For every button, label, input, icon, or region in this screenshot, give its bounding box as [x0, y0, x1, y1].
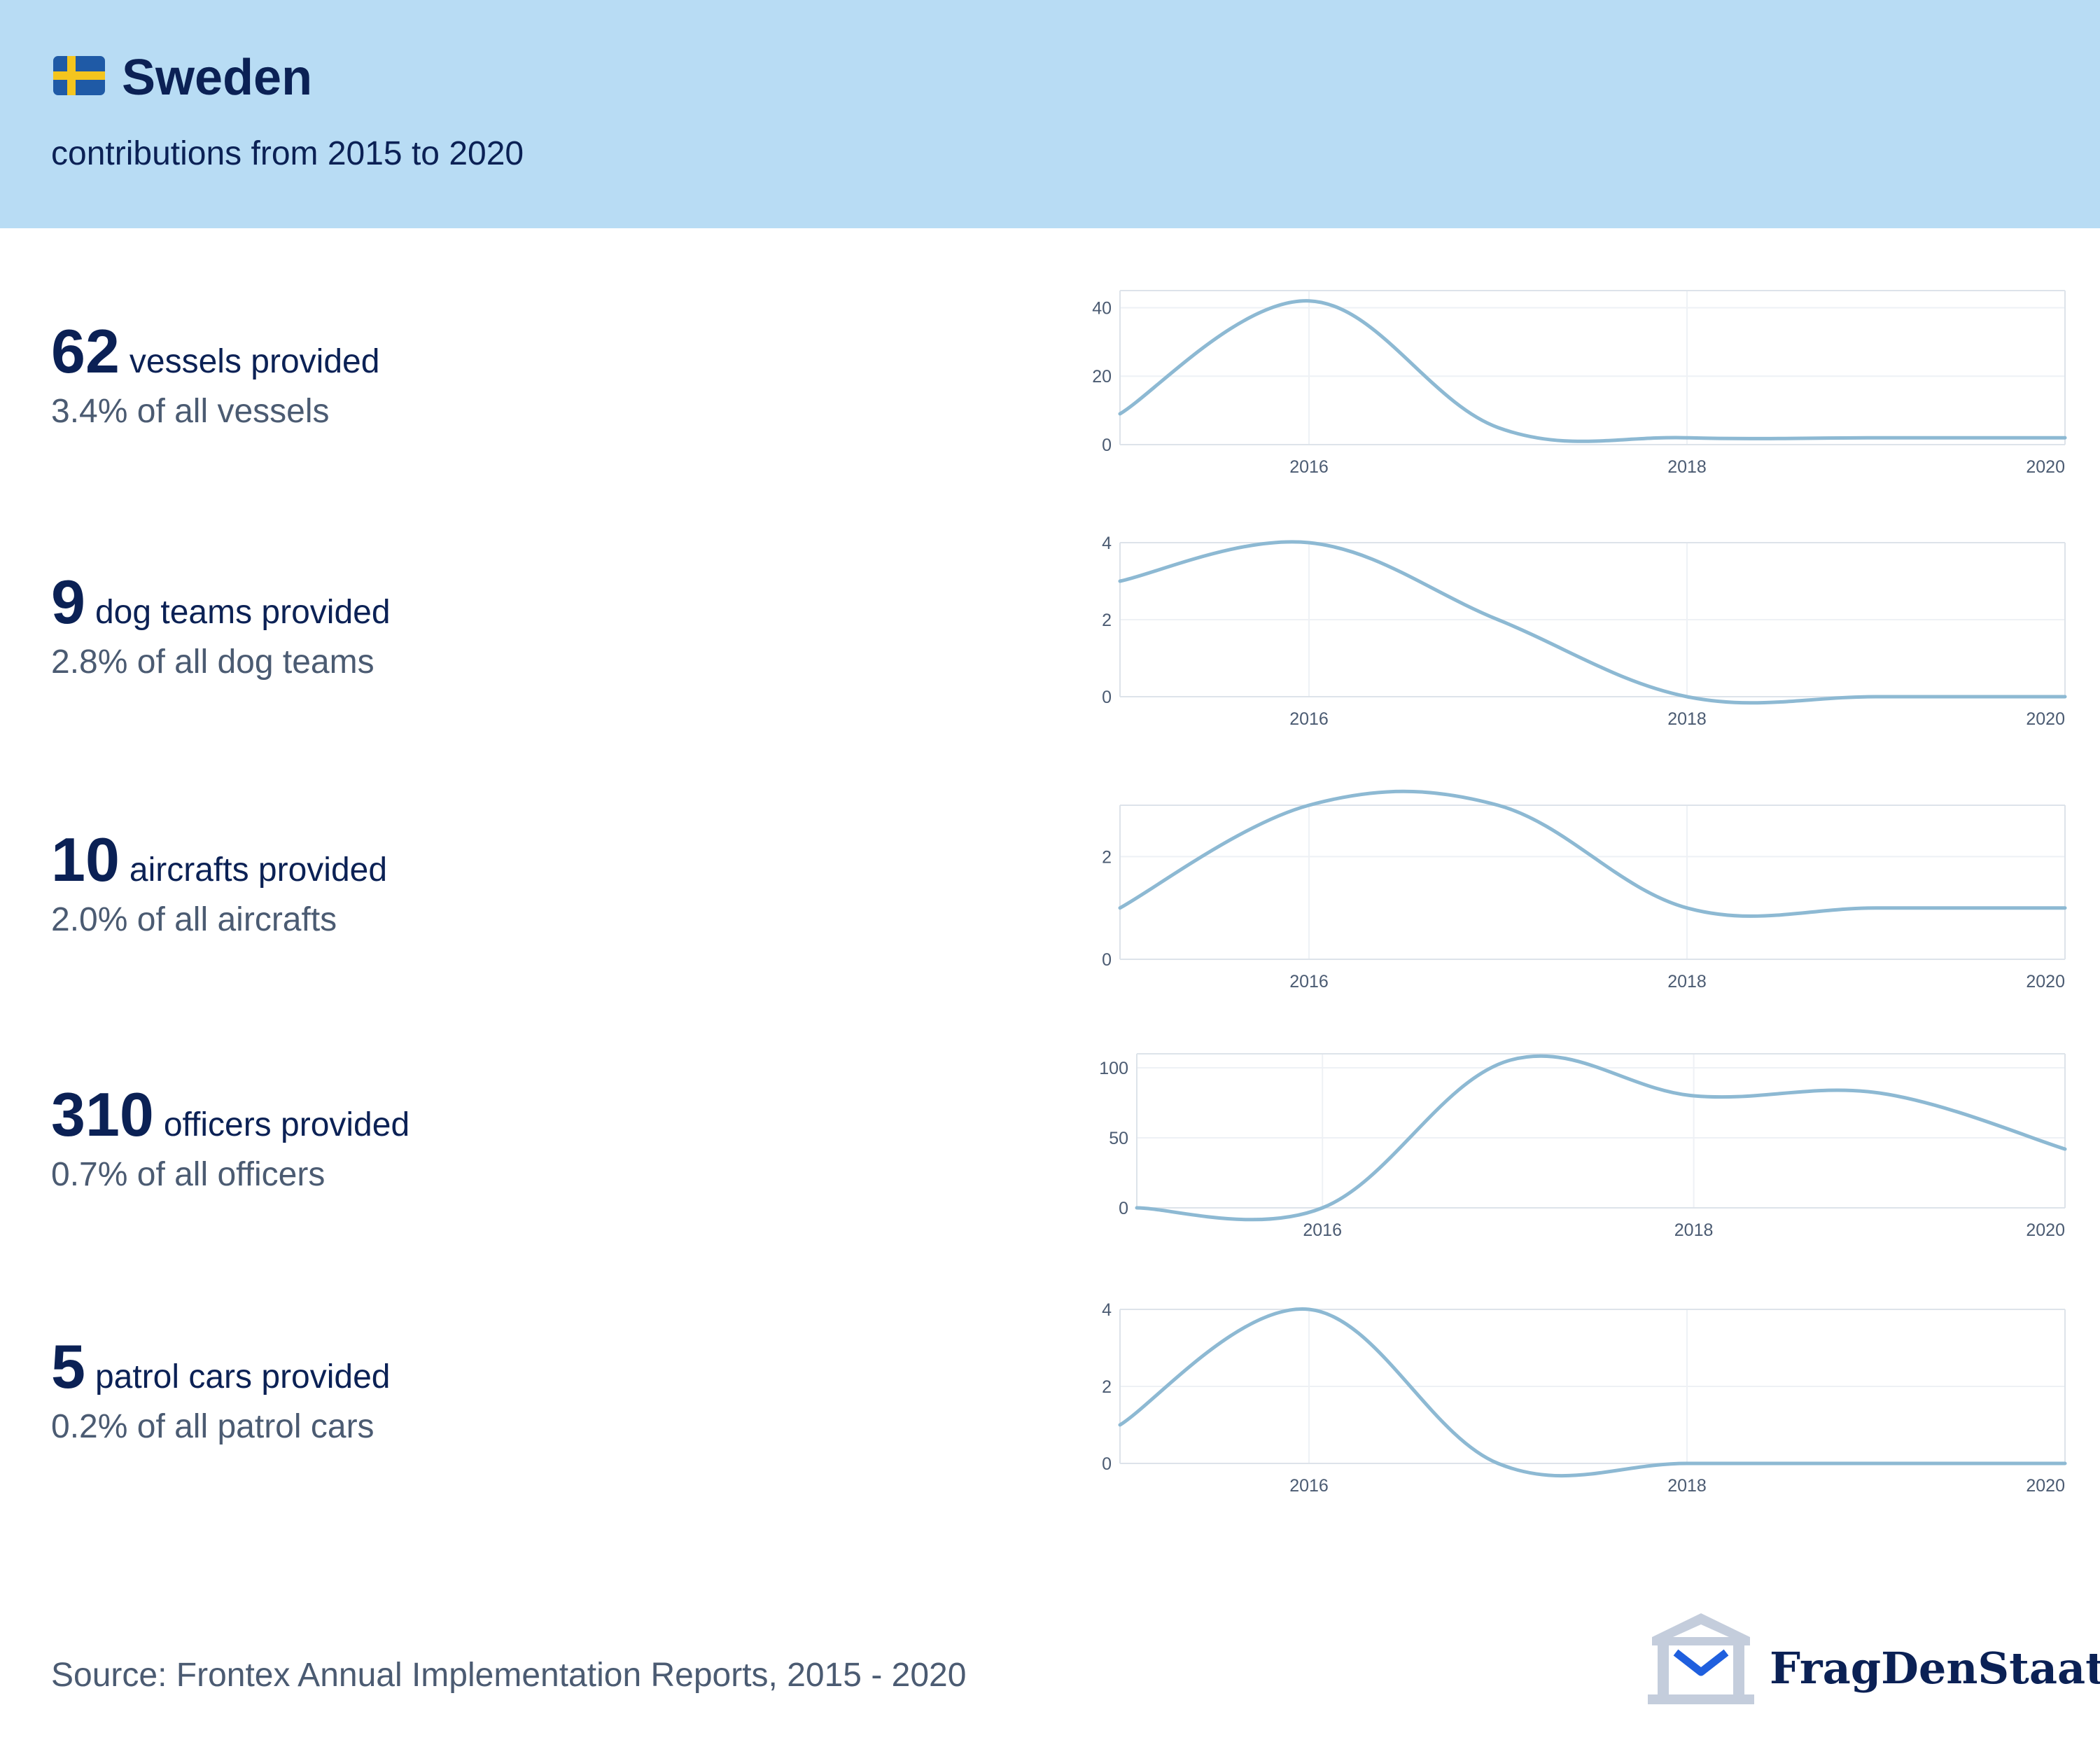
y-tick-label: 0 [1102, 436, 1112, 455]
stat-label: vessels provided [129, 343, 380, 380]
y-tick-label: 2 [1102, 611, 1112, 630]
grid-lines [1120, 542, 2066, 697]
patrol-cars-sparkline-chart: 0 2 4 2016 2018 2020 [1102, 1300, 2067, 1496]
stat-share: 3.4% of all vessels [51, 393, 330, 430]
grid-lines [1120, 805, 2066, 960]
y-tick-label: 2 [1102, 1377, 1112, 1397]
x-tick-label: 2020 [2026, 709, 2065, 729]
x-tick-label: 2020 [2026, 457, 2065, 477]
series-line [1118, 540, 2067, 705]
stat-share: 2.8% of all dog teams [51, 643, 374, 681]
x-tick-label: 2016 [1289, 457, 1329, 477]
y-tick-label: 0 [1102, 1454, 1112, 1474]
series-line [1118, 1307, 2067, 1478]
y-tick-label: 0 [1102, 950, 1112, 970]
y-tick-label: 0 [1119, 1199, 1128, 1218]
sweden-flag-icon [53, 56, 105, 95]
y-tick-label: 0 [1102, 688, 1112, 707]
dog-teams-sparkline-chart: 0 2 4 2016 2018 2020 [1102, 534, 2067, 729]
stat-value: 9 [51, 567, 85, 636]
stat-share: 0.2% of all patrol cars [51, 1408, 374, 1445]
x-tick-label: 2016 [1289, 1476, 1329, 1496]
stat-patrol-cars: 5 patrol cars provided 0.2% of all patrol… [51, 1332, 391, 1448]
x-tick-label: 2016 [1289, 709, 1329, 729]
series-line [1118, 789, 2067, 918]
y-tick-label: 20 [1092, 367, 1112, 387]
stat-value: 10 [51, 825, 120, 894]
grid-lines [1120, 1309, 2066, 1464]
x-tick-label: 2018 [1674, 1220, 1714, 1240]
stat-dog-teams: 9 dog teams provided 2.8% of all dog team… [51, 567, 391, 683]
grid-lines [1137, 1054, 2066, 1209]
x-tick-label: 2016 [1289, 972, 1329, 991]
x-tick-label: 2016 [1303, 1220, 1342, 1240]
header-banner: Sweden contributions from 2015 to 2020 [0, 0, 2100, 228]
stat-value: 310 [51, 1080, 154, 1149]
x-tick-label: 2018 [1667, 972, 1707, 991]
brand-name: FragDenStaat [1770, 1643, 2100, 1694]
stat-aircrafts: 10 aircrafts provided 2.0% of all aircraf… [51, 825, 387, 941]
source-note: Source: Frontex Annual Implementation Re… [51, 1657, 967, 1694]
country-title: Sweden [122, 50, 313, 106]
officers-sparkline-chart: 0 50 100 2016 2018 2020 [1099, 1053, 2067, 1240]
x-tick-label: 2020 [2026, 1476, 2065, 1496]
x-tick-label: 2018 [1667, 1476, 1707, 1496]
stat-vessels: 62 vessels provided 3.4% of all vessels [51, 316, 379, 433]
grid-lines [1120, 291, 2066, 445]
y-tick-label: 2 [1102, 847, 1112, 867]
series-line [1135, 1054, 2067, 1222]
series-line [1118, 299, 2067, 443]
stat-label: aircrafts provided [129, 851, 388, 889]
aircrafts-sparkline-chart: 0 2 2016 2018 2020 [1102, 789, 2067, 991]
x-tick-label: 2018 [1667, 709, 1707, 729]
stat-value: 62 [51, 316, 120, 386]
vessels-sparkline-chart: 0 20 40 2016 2018 2020 [1092, 290, 2067, 477]
y-tick-label: 4 [1102, 534, 1112, 553]
x-tick-label: 2020 [2026, 972, 2065, 991]
y-tick-label: 40 [1092, 298, 1112, 318]
x-tick-label: 2018 [1667, 457, 1707, 477]
y-tick-label: 50 [1109, 1129, 1128, 1148]
stat-value: 5 [51, 1332, 85, 1401]
stat-label: officers provided [163, 1106, 410, 1143]
stat-share: 2.0% of all aircrafts [51, 901, 337, 938]
header-subtitle: contributions from 2015 to 2020 [51, 135, 524, 172]
stat-label: dog teams provided [94, 594, 391, 631]
y-tick-label: 4 [1102, 1300, 1112, 1320]
stat-officers: 310 officers provided 0.7% of all officer… [51, 1080, 410, 1196]
x-tick-label: 2020 [2026, 1220, 2065, 1240]
fragdenstaat-building-icon [1648, 1613, 1754, 1704]
y-tick-label: 100 [1099, 1059, 1128, 1078]
stat-label: patrol cars provided [94, 1358, 391, 1395]
stat-share: 0.7% of all officers [51, 1156, 326, 1193]
